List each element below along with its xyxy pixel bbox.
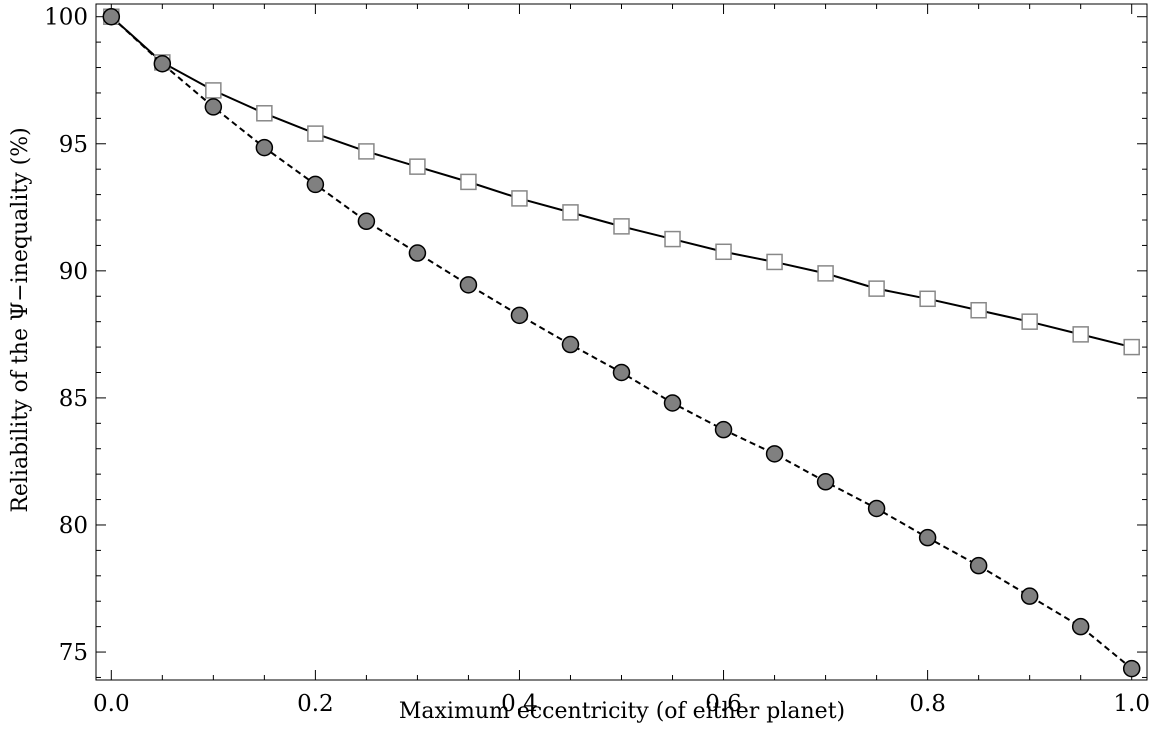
data-point-circle bbox=[561, 335, 580, 354]
y-axis-ticks: 75 80 85 90 95 100 bbox=[44, 5, 1147, 678]
series-layer bbox=[102, 7, 1141, 678]
data-point-circle bbox=[1071, 617, 1090, 636]
data-point-square bbox=[766, 253, 783, 271]
data-point-circle bbox=[867, 499, 886, 518]
data-point-square bbox=[409, 158, 426, 175]
data-point-circle bbox=[765, 445, 784, 463]
data-point-circle bbox=[408, 244, 427, 262]
x-tick-label: 0.8 bbox=[909, 691, 946, 717]
data-point-circle bbox=[510, 306, 529, 325]
y-tick-label: 80 bbox=[59, 513, 88, 539]
y-tick-label: 75 bbox=[59, 640, 88, 666]
data-point-square bbox=[562, 204, 579, 221]
plot-frame bbox=[95, 3, 1148, 681]
data-point-circle bbox=[663, 394, 682, 412]
y-tick-label: 85 bbox=[59, 386, 88, 412]
data-point-square bbox=[205, 82, 222, 99]
data-point-square bbox=[868, 280, 885, 297]
data-point-circle bbox=[1122, 659, 1141, 678]
data-point-circle bbox=[357, 212, 376, 231]
data-point-circle bbox=[459, 276, 478, 294]
x-tick-label: 0.2 bbox=[297, 691, 334, 717]
series-1-square bbox=[103, 8, 1140, 356]
data-point-square bbox=[970, 301, 987, 319]
data-point-circle bbox=[255, 138, 274, 157]
data-point-circle bbox=[306, 175, 325, 194]
y-axis-label: Reliability of the Ψ−inequality (%) bbox=[8, 127, 33, 512]
x-tick-label: 0.4 bbox=[501, 691, 538, 717]
data-point-circle bbox=[714, 420, 733, 439]
x-tick-label: 1.0 bbox=[1113, 691, 1150, 717]
plot-border bbox=[95, 3, 1148, 681]
y-tick-label: 90 bbox=[59, 259, 88, 285]
series-2-circle bbox=[102, 7, 1141, 678]
data-point-circle bbox=[204, 98, 223, 116]
x-axis-ticks: 0.0 0.2 0.4 0.6 0.8 1.0 bbox=[93, 4, 1150, 717]
data-point-square bbox=[613, 218, 630, 235]
data-point-square bbox=[307, 125, 324, 142]
x-axis-label: Maximum eccentricity (of either planet) bbox=[399, 699, 845, 724]
data-point-square bbox=[358, 143, 375, 160]
data-point-square bbox=[1021, 313, 1038, 330]
data-point-square bbox=[511, 190, 528, 207]
data-point-circle bbox=[612, 363, 631, 382]
series-1-line bbox=[110, 15, 1132, 349]
data-point-square bbox=[715, 243, 732, 261]
data-point-circle bbox=[969, 556, 988, 575]
data-point-square bbox=[664, 230, 681, 248]
data-point-circle bbox=[153, 54, 172, 73]
data-point-circle bbox=[102, 7, 121, 26]
data-point-circle bbox=[1020, 587, 1039, 605]
data-point-square bbox=[1072, 326, 1089, 343]
x-tick-label: 0.0 bbox=[93, 691, 130, 717]
data-point-square bbox=[817, 265, 834, 282]
data-point-square bbox=[1123, 338, 1140, 356]
data-point-circle bbox=[918, 528, 937, 547]
data-point-square bbox=[919, 290, 936, 308]
data-point-circle bbox=[816, 473, 835, 491]
data-point-square bbox=[460, 173, 477, 191]
data-point-square bbox=[256, 105, 273, 122]
y-tick-label: 95 bbox=[59, 132, 88, 158]
y-tick-label: 100 bbox=[44, 5, 88, 31]
x-tick-label: 0.6 bbox=[705, 691, 742, 717]
